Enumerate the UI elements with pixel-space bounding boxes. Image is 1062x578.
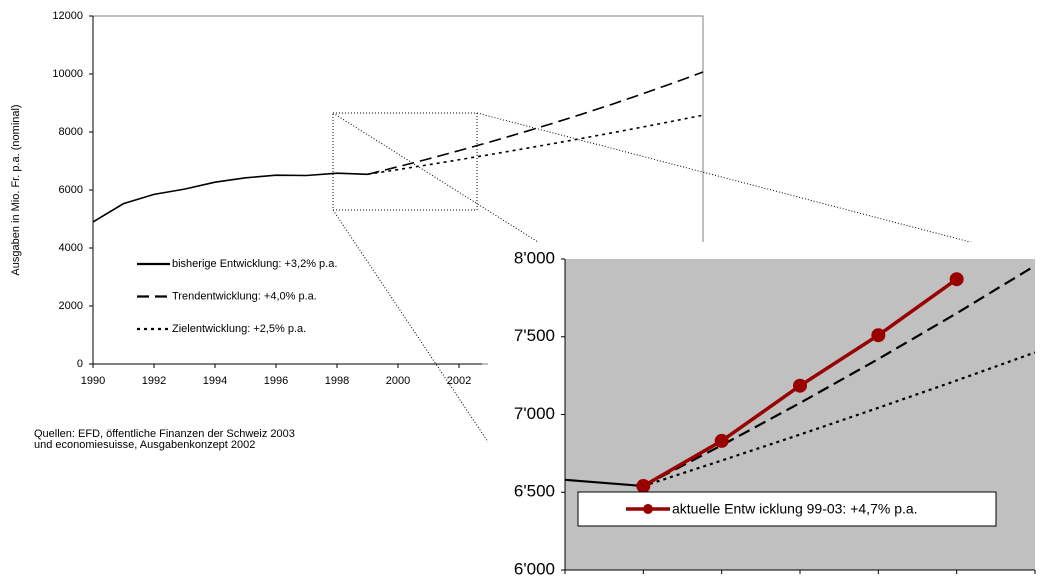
series-line bbox=[564, 478, 644, 488]
legend-label: aktuelle Entw icklung 99-03: +4,7% p.a. bbox=[672, 501, 918, 517]
zoom-guides bbox=[332, 112, 1036, 573]
y-tick-label: 7'500 bbox=[514, 326, 555, 345]
zoom-guide bbox=[476, 112, 1036, 260]
x-tick-label: 1992 bbox=[142, 375, 166, 387]
source-note: Quellen: EFD, öffentliche Finanzen der S… bbox=[34, 428, 295, 440]
y-tick-label: 8'000 bbox=[514, 248, 555, 267]
y-tick-label: 8000 bbox=[59, 126, 83, 138]
series-marker bbox=[949, 272, 964, 287]
legend-label: bisherige Entwicklung: +3,2% p.a. bbox=[172, 258, 337, 270]
y-tick-label: 0 bbox=[77, 358, 83, 370]
y-axis-label: Ausgaben in Mio. Fr. p.a. (nominal) bbox=[10, 104, 22, 275]
y-tick-label: 6'500 bbox=[514, 482, 555, 501]
series-marker bbox=[636, 479, 651, 494]
x-tick-label: 1990 bbox=[81, 375, 105, 387]
series-line bbox=[367, 71, 704, 176]
series-line bbox=[367, 114, 704, 176]
y-tick-label: 6'000 bbox=[514, 559, 555, 578]
y-tick-label: 6000 bbox=[59, 184, 83, 196]
y-tick-label: 2000 bbox=[59, 300, 83, 312]
legend-label: Zielentwicklung: +2,5% p.a. bbox=[172, 323, 306, 335]
series-marker bbox=[714, 433, 729, 448]
y-tick-label: 7'000 bbox=[514, 404, 555, 423]
zoom-guide bbox=[332, 209, 576, 573]
legend-marker bbox=[643, 504, 653, 514]
series-marker bbox=[871, 328, 886, 343]
series-line bbox=[642, 351, 1036, 488]
x-tick-label: 1998 bbox=[325, 375, 349, 387]
y-tick-label: 4000 bbox=[59, 242, 83, 254]
series-marker bbox=[793, 378, 807, 393]
series-line bbox=[92, 172, 368, 223]
x-tick-label: 2002 bbox=[447, 375, 471, 387]
zoom-guide bbox=[332, 112, 566, 260]
y-tick-label: 10000 bbox=[52, 68, 83, 80]
x-tick-label: 2000 bbox=[386, 375, 410, 387]
y-tick-label: 12000 bbox=[52, 10, 83, 22]
zoom-box bbox=[332, 112, 478, 211]
legend-box bbox=[577, 491, 997, 527]
series-line bbox=[642, 264, 1036, 488]
source-note: und economiesuisse, Ausgabenkonzept 2002 bbox=[34, 439, 255, 451]
legend-label: Trendentwicklung: +4,0% p.a. bbox=[172, 290, 317, 302]
x-tick-label: 1996 bbox=[264, 375, 288, 387]
x-tick-label: 1994 bbox=[203, 375, 227, 387]
inset-chart: 6'0006'5007'0007'5008'000199819992000200… bbox=[514, 248, 1036, 578]
